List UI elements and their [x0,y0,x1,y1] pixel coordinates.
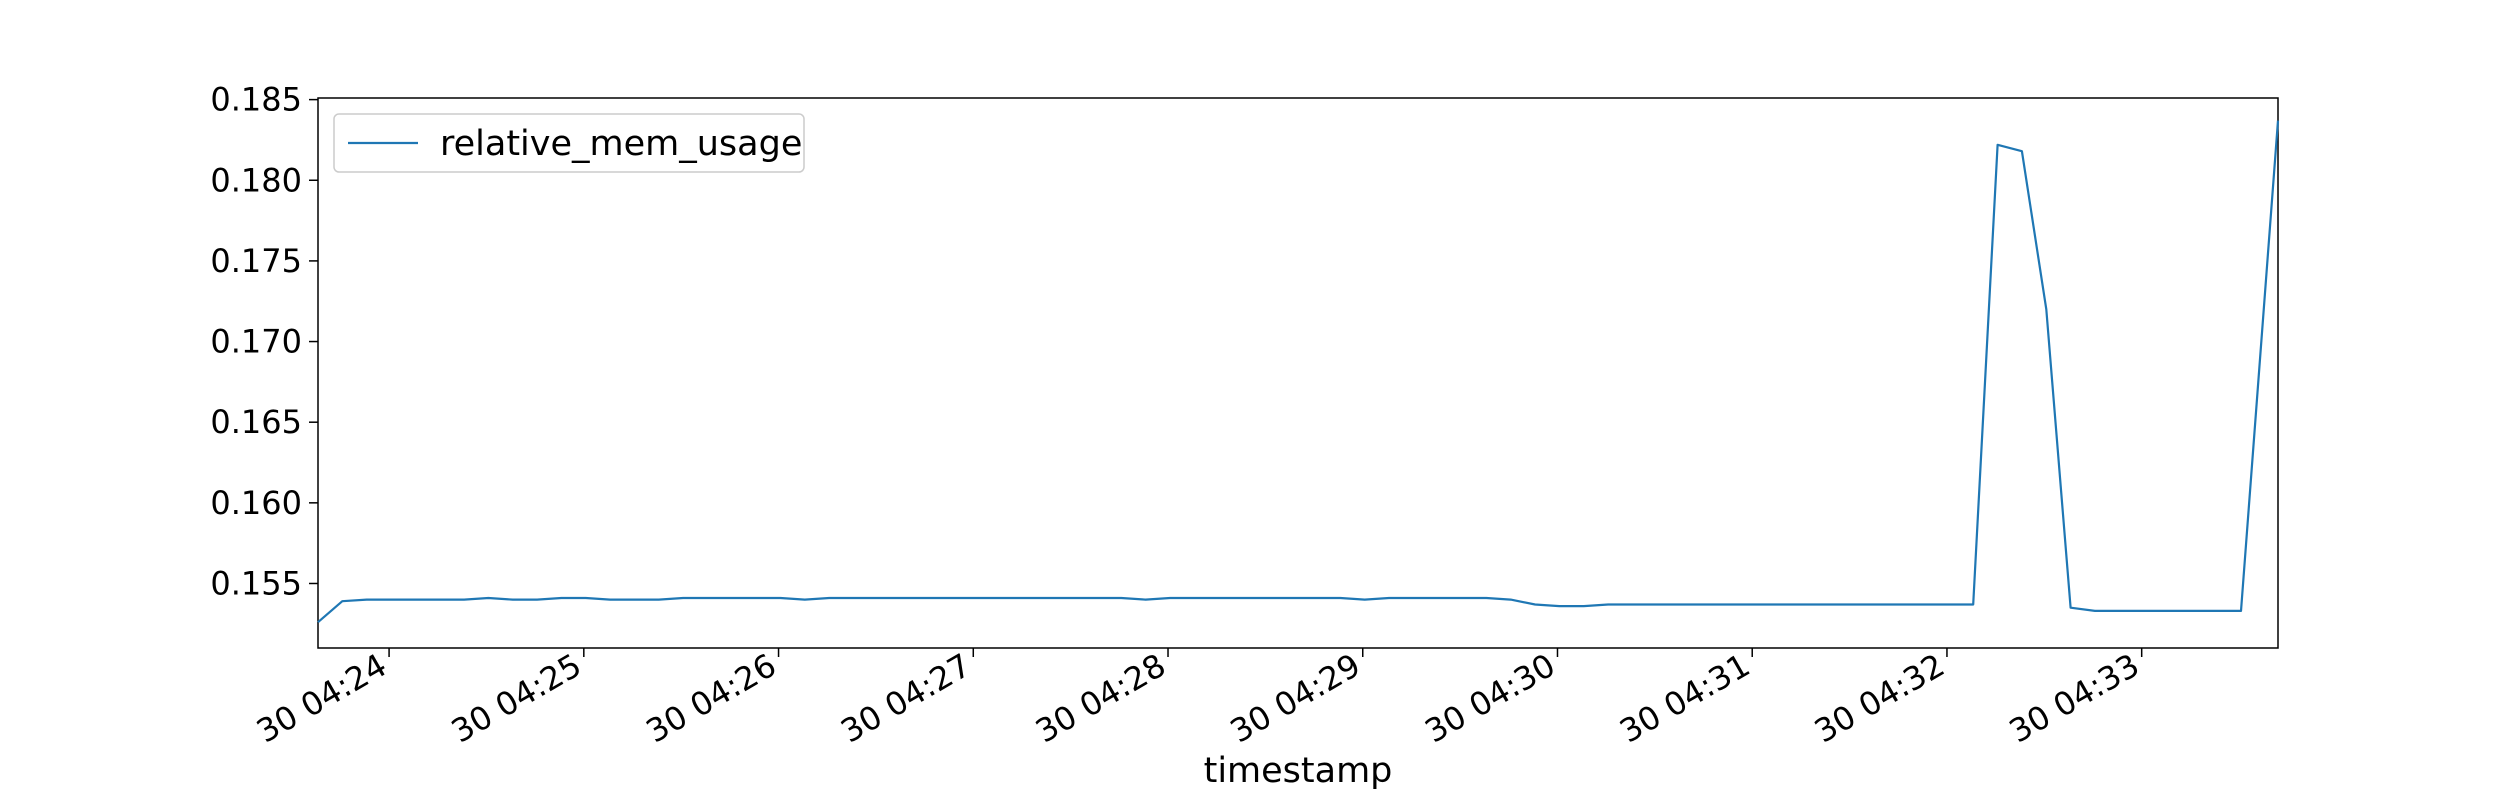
y-tick-label: 0.175 [210,242,302,280]
plot-area [317,97,2279,649]
x-tick-label: 30 04:33 [2003,646,2146,750]
y-tick-label: 0.185 [210,81,302,119]
x-axis-title: timestamp [1204,751,1393,791]
legend-label: relative_mem_usage [440,124,802,164]
x-tick-label: 30 04:25 [445,646,588,750]
x-axis: 30 04:24 30 04:25 30 04:26 30 04:27 30 04:28… [250,646,2146,750]
y-tick-label: 0.165 [210,403,302,441]
plot-frame [317,97,2279,649]
series-line-relative-mem-usage [317,120,2280,624]
x-tick-label: 30 04:26 [640,646,783,750]
legend-box [333,113,805,173]
y-tick-label: 0.180 [210,161,302,199]
x-tick-label: 30 04:32 [1808,646,1951,750]
x-tick-label: 30 04:27 [834,646,977,750]
y-axis: 0.155 0.160 0.165 0.170 0.175 0.180 0.185 [210,81,318,602]
x-tick-label: 30 04:30 [1419,646,1562,750]
series-layer [317,120,2280,624]
y-tick-label: 0.170 [210,323,302,361]
y-tick-label: 0.155 [210,564,302,602]
x-tick-label: 30 04:28 [1029,646,1172,750]
x-tick-label: 30 04:24 [250,646,393,750]
x-tick-label: 30 04:29 [1224,646,1367,750]
y-tick-label: 0.160 [210,484,302,522]
x-tick-label: 30 04:31 [1613,646,1756,750]
legend: relative_mem_usage [333,113,805,173]
